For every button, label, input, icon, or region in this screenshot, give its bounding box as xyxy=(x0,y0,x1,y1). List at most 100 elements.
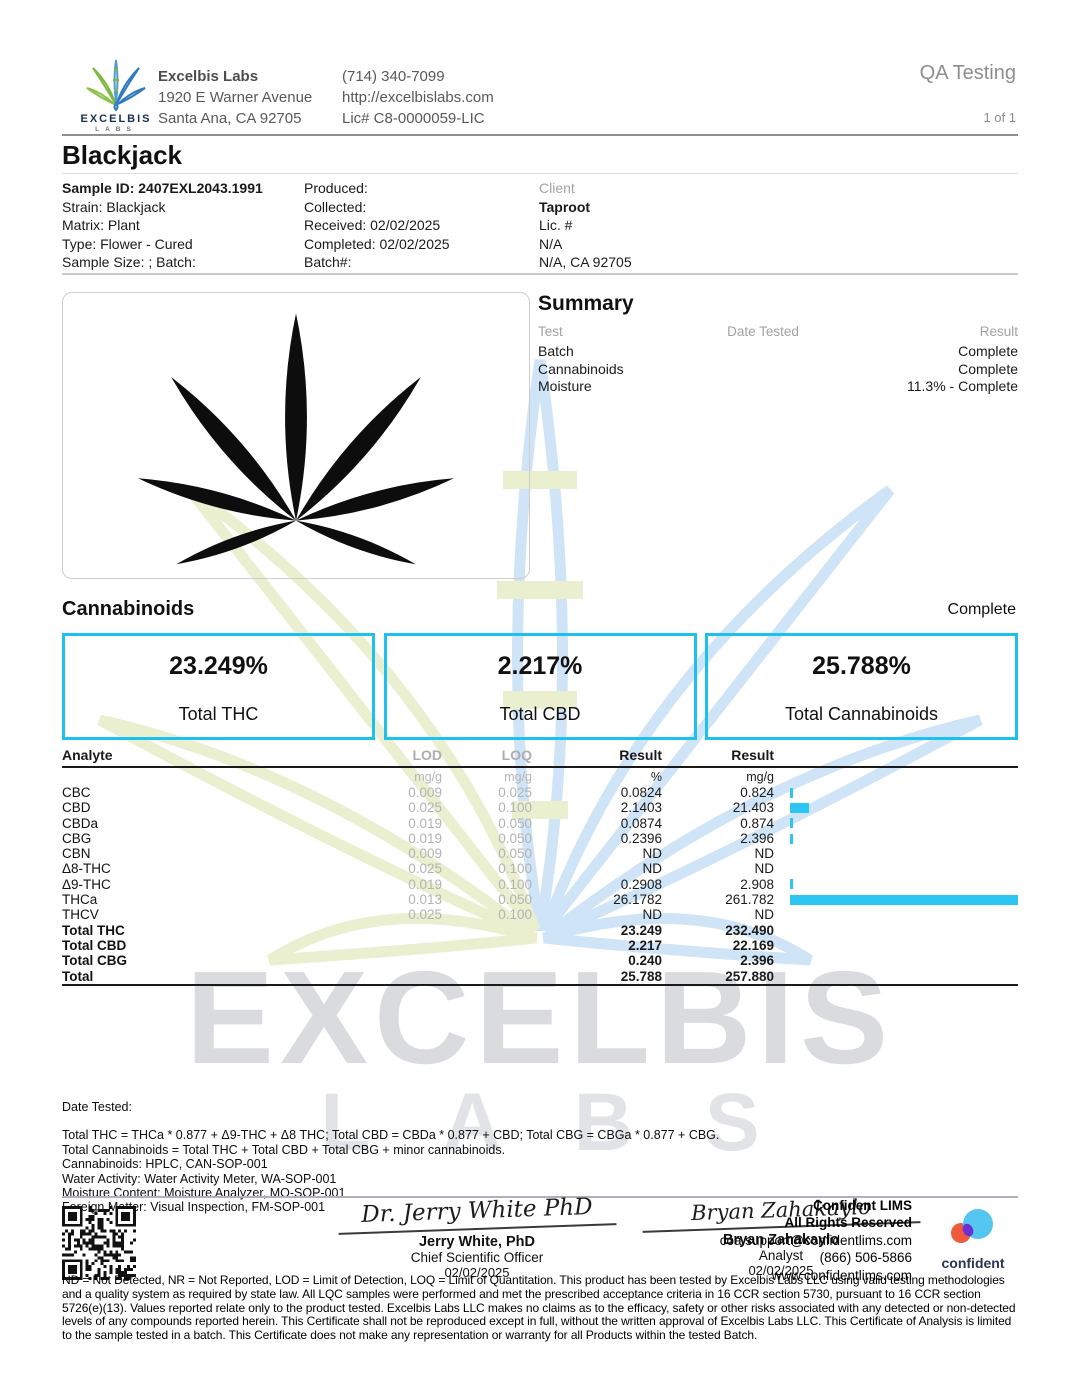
analyte-result-mg: 257.880 xyxy=(725,968,774,984)
watermark-text-excelbis: EXCELBIS xyxy=(185,944,895,1091)
analyte-name: Total THC xyxy=(62,922,125,938)
analyte-lod: 0.009 xyxy=(408,785,442,800)
analyte-lod xyxy=(352,969,442,984)
analyst-date: 02/02/2025 xyxy=(748,1263,814,1278)
signature-block-analyst: Bryan Zahakaylo Bryan Zahakaylo Analyst … xyxy=(641,1191,921,1278)
sample-matrix: Matrix: Plant xyxy=(62,217,140,234)
disclaimer-text: ND = Not Detected, NR = Not Reported, LO… xyxy=(62,1273,1016,1343)
confident-logo-icon xyxy=(951,1209,993,1243)
unit-lod: mg/g xyxy=(414,770,442,784)
lab-contact-block: (714) 340-7099 http://excelbislabs.com L… xyxy=(342,66,494,129)
analyte-result-mg: 0.824 xyxy=(740,785,774,800)
total-thc-label: Total THC xyxy=(178,704,259,724)
analyte-lod: 0.019 xyxy=(408,815,442,831)
unit-loq: mg/g xyxy=(504,770,532,784)
analyte-bar xyxy=(774,938,1018,953)
analyte-name: THCa xyxy=(62,892,98,908)
summary-test: Batch xyxy=(538,343,574,359)
qr-code xyxy=(62,1206,136,1280)
analyte-lod: 0.019 xyxy=(408,876,442,892)
analyte-result-pct: 25.788 xyxy=(620,968,662,984)
cso-title: Chief Scientific Officer xyxy=(410,1250,544,1265)
client-address: N/A, CA 92705 xyxy=(539,254,632,271)
lab-address-line2: Santa Ana, CA 92705 xyxy=(158,110,302,127)
analyte-table-header: Analyte LOD LOQ Result Result xyxy=(62,747,1018,768)
lab-address-line1: 1920 E Warner Avenue xyxy=(158,89,313,106)
methodology-line: Cannabinoids: HPLC, CAN-SOP-001 xyxy=(62,1157,268,1172)
sample-leaf-image xyxy=(137,312,455,564)
lab-logo-text: EXCELBIS xyxy=(80,113,152,125)
table-row: Total THC 23.249 232.490 xyxy=(62,923,1018,938)
methodology-line: Total Cannabinoids = Total THC + Total C… xyxy=(62,1142,506,1157)
lims-phone: (866) 506-5866 xyxy=(819,1250,912,1266)
analyte-lod: 0.009 xyxy=(408,846,442,862)
sample-completed: Completed: 02/02/2025 xyxy=(304,235,450,252)
cso-name: Jerry White, PhD xyxy=(418,1234,536,1250)
lab-logo: EXCELBIS LABS xyxy=(66,58,166,133)
table-row: CBD 0.025 0.100 2.1403 21.403 xyxy=(62,800,1018,815)
analyte-result-pct: 0.0824 xyxy=(620,785,662,800)
client-na: N/A xyxy=(539,235,563,252)
table-row: THCV 0.025 0.100 ND ND xyxy=(62,907,1018,922)
methodology-line: Water Activity: Water Activity Meter, WA… xyxy=(62,1171,337,1186)
total-cbd-label: Total CBD xyxy=(499,704,581,724)
analyte-bar xyxy=(774,969,1018,984)
analyst-name: Bryan Zahakaylo xyxy=(722,1232,840,1248)
total-cbd-value: 2.217% xyxy=(497,652,583,680)
sample-id: Sample ID: 2407EXL2043.1991 xyxy=(62,180,263,196)
analyte-bar xyxy=(774,953,1018,968)
signature-block-cso: Dr. Jerry White PhD Jerry White, PhD Chi… xyxy=(337,1191,617,1280)
sample-collected: Collected: xyxy=(304,198,367,215)
cannabinoids-title: Cannabinoids xyxy=(62,598,195,620)
summary-row: Moisture 11.3% - Complete xyxy=(538,378,1018,396)
table-row: Total CBD 2.217 22.169 xyxy=(62,938,1018,953)
total-cannabinoids-label: Total Cannabinoids xyxy=(784,704,939,724)
analyte-result-mg: 2.396 xyxy=(740,953,774,969)
summary-row: Cannabinoids Complete xyxy=(538,361,1018,379)
sample-type: Type: Flower - Cured xyxy=(62,235,193,252)
col-loq: LOQ xyxy=(501,747,532,763)
watermark-text-labs: LABS xyxy=(320,1077,832,1168)
analyte-loq: 0.050 xyxy=(498,830,532,846)
unit-mg: mg/g xyxy=(746,770,774,784)
analyst-title: Analyst xyxy=(758,1248,804,1263)
confident-logo-text: confident xyxy=(941,1255,1005,1271)
analyte-loq: 0.025 xyxy=(498,785,532,800)
analyte-name: THCV xyxy=(62,907,99,923)
analyte-result-mg: 232.490 xyxy=(725,922,774,938)
summary-test: Cannabinoids xyxy=(538,360,624,377)
summary-date xyxy=(678,378,848,396)
analyte-loq: 0.050 xyxy=(498,846,532,862)
analyte-result-mg: ND xyxy=(754,861,775,877)
analyte-result-mg: 2.908 xyxy=(740,876,774,892)
confident-logo: confident xyxy=(928,1208,1018,1271)
analyte-name: Total CBD xyxy=(62,937,127,953)
page-count: 1 of 1 xyxy=(983,110,1016,125)
analyte-result-pct: 0.0874 xyxy=(620,815,662,831)
analyte-lod: 0.025 xyxy=(408,907,442,923)
analyte-result-pct: 0.240 xyxy=(628,953,662,969)
summary-title: Summary xyxy=(538,292,634,315)
sample-received: Received: 02/02/2025 xyxy=(304,217,441,234)
analyte-loq: 0.100 xyxy=(498,800,532,816)
sample-info-col1: Sample ID: 2407EXL2043.1991 Strain: Blac… xyxy=(62,179,304,273)
analyte-lod: 0.025 xyxy=(408,861,442,877)
lab-license: Lic# C8-0000059-LIC xyxy=(342,110,485,127)
sample-info-col3: Client Taproot Lic. # N/A N/A, CA 92705 xyxy=(539,179,1018,273)
sample-produced: Produced: xyxy=(304,180,368,196)
analyte-loq: 0.050 xyxy=(498,815,532,831)
analyte-result-mg: 21.403 xyxy=(732,800,774,816)
total-cannabinoids-value: 25.788% xyxy=(812,652,911,680)
analyte-name: Δ9-THC xyxy=(62,876,111,892)
summary-date xyxy=(678,343,848,361)
analyte-result-mg: 22.169 xyxy=(732,937,774,953)
summary-test: Moisture xyxy=(538,378,592,394)
analyte-lod xyxy=(352,938,442,953)
lab-address-block: Excelbis Labs 1920 E Warner Avenue Santa… xyxy=(158,66,312,129)
analyte-rows: CBC 0.009 0.025 0.0824 0.824 CBD 0.025 0… xyxy=(62,785,1018,984)
analyte-result-pct: 2.1403 xyxy=(620,800,662,816)
analyte-lod: 0.025 xyxy=(408,800,442,816)
analyte-name: Δ8-THC xyxy=(62,861,111,877)
summary-header-row: Test Date Tested Result xyxy=(538,324,1018,339)
lims-website: www.confidentlims.com xyxy=(771,1267,912,1283)
